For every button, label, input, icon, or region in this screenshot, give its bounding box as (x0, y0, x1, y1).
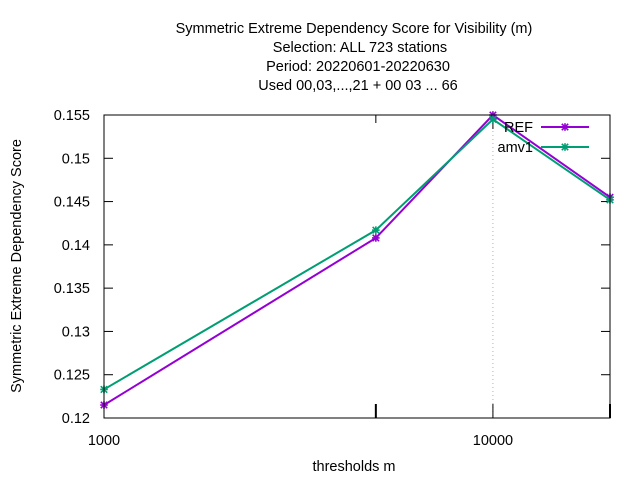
y-tick-label: 0.14 (62, 238, 90, 254)
y-axis-label: Symmetric Extreme Dependency Score (9, 139, 25, 393)
chart-title-line-1: Symmetric Extreme Dependency Score for V… (176, 21, 533, 37)
axis-ticks: 0.12 0.125 0.13 0.135 0.14 0.145 0.15 0.155 1000… (54, 108, 611, 449)
x-tick-label: 10000 (473, 433, 513, 449)
y-tick-label: 0.15 (62, 151, 90, 167)
data-point-amv1 (372, 226, 380, 234)
y-tick-label: 0.12 (62, 411, 90, 427)
x-axis-label: thresholds m (312, 459, 395, 475)
chart-title-line-4: Used 00,03,...,21 + 00 03 ... 66 (258, 78, 458, 94)
chart-title: Symmetric Extreme Dependency Score for V… (176, 21, 533, 94)
plot-frame (103, 114, 611, 419)
legend-marker-ref (561, 123, 569, 131)
y-tick-label: 0.13 (62, 324, 90, 340)
legend-label-amv1: amv1 (498, 140, 533, 156)
legend-marker-amv1 (561, 143, 569, 151)
chart-title-line-2: Selection: ALL 723 stations (273, 40, 447, 56)
data-point-ref (372, 234, 380, 242)
y-tick-label: 0.155 (54, 108, 90, 124)
series-line-amv1 (103, 118, 611, 391)
y-tick-label: 0.135 (54, 281, 90, 297)
series-line-ref (103, 113, 611, 406)
series (100, 111, 614, 409)
x-tick-label: 1000 (88, 433, 120, 449)
chart-title-line-3: Period: 20220601-20220630 (266, 59, 450, 75)
y-tick-label: 0.125 (54, 368, 90, 384)
legend-label-ref: REF (504, 120, 533, 136)
y-tick-label: 0.145 (54, 195, 90, 211)
data-point-amv1 (489, 115, 497, 124)
legend: REF amv1 (498, 120, 589, 156)
grid (104, 114, 610, 418)
